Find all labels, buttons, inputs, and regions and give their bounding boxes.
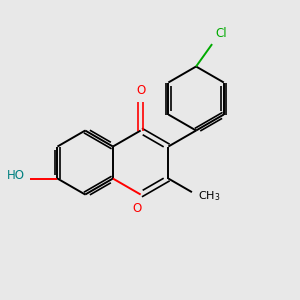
Text: HO: HO — [6, 169, 24, 182]
Text: O: O — [136, 84, 145, 97]
Text: Cl: Cl — [215, 27, 226, 40]
Text: O: O — [132, 202, 141, 215]
Text: CH$_3$: CH$_3$ — [198, 189, 220, 203]
